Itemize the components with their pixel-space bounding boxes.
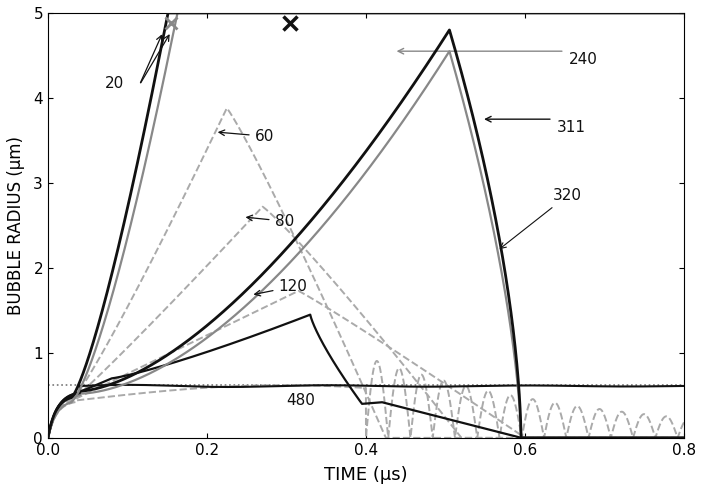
- Text: 311: 311: [557, 120, 586, 135]
- Text: 20: 20: [105, 76, 124, 91]
- Text: 80: 80: [247, 214, 294, 229]
- Text: 120: 120: [254, 279, 307, 296]
- X-axis label: TIME (μs): TIME (μs): [324, 466, 408, 484]
- Text: 480: 480: [286, 393, 316, 408]
- Y-axis label: BUBBLE RADIUS (μm): BUBBLE RADIUS (μm): [7, 136, 25, 315]
- Text: 60: 60: [219, 129, 274, 144]
- Text: 240: 240: [569, 52, 598, 67]
- Text: 320: 320: [501, 188, 582, 248]
